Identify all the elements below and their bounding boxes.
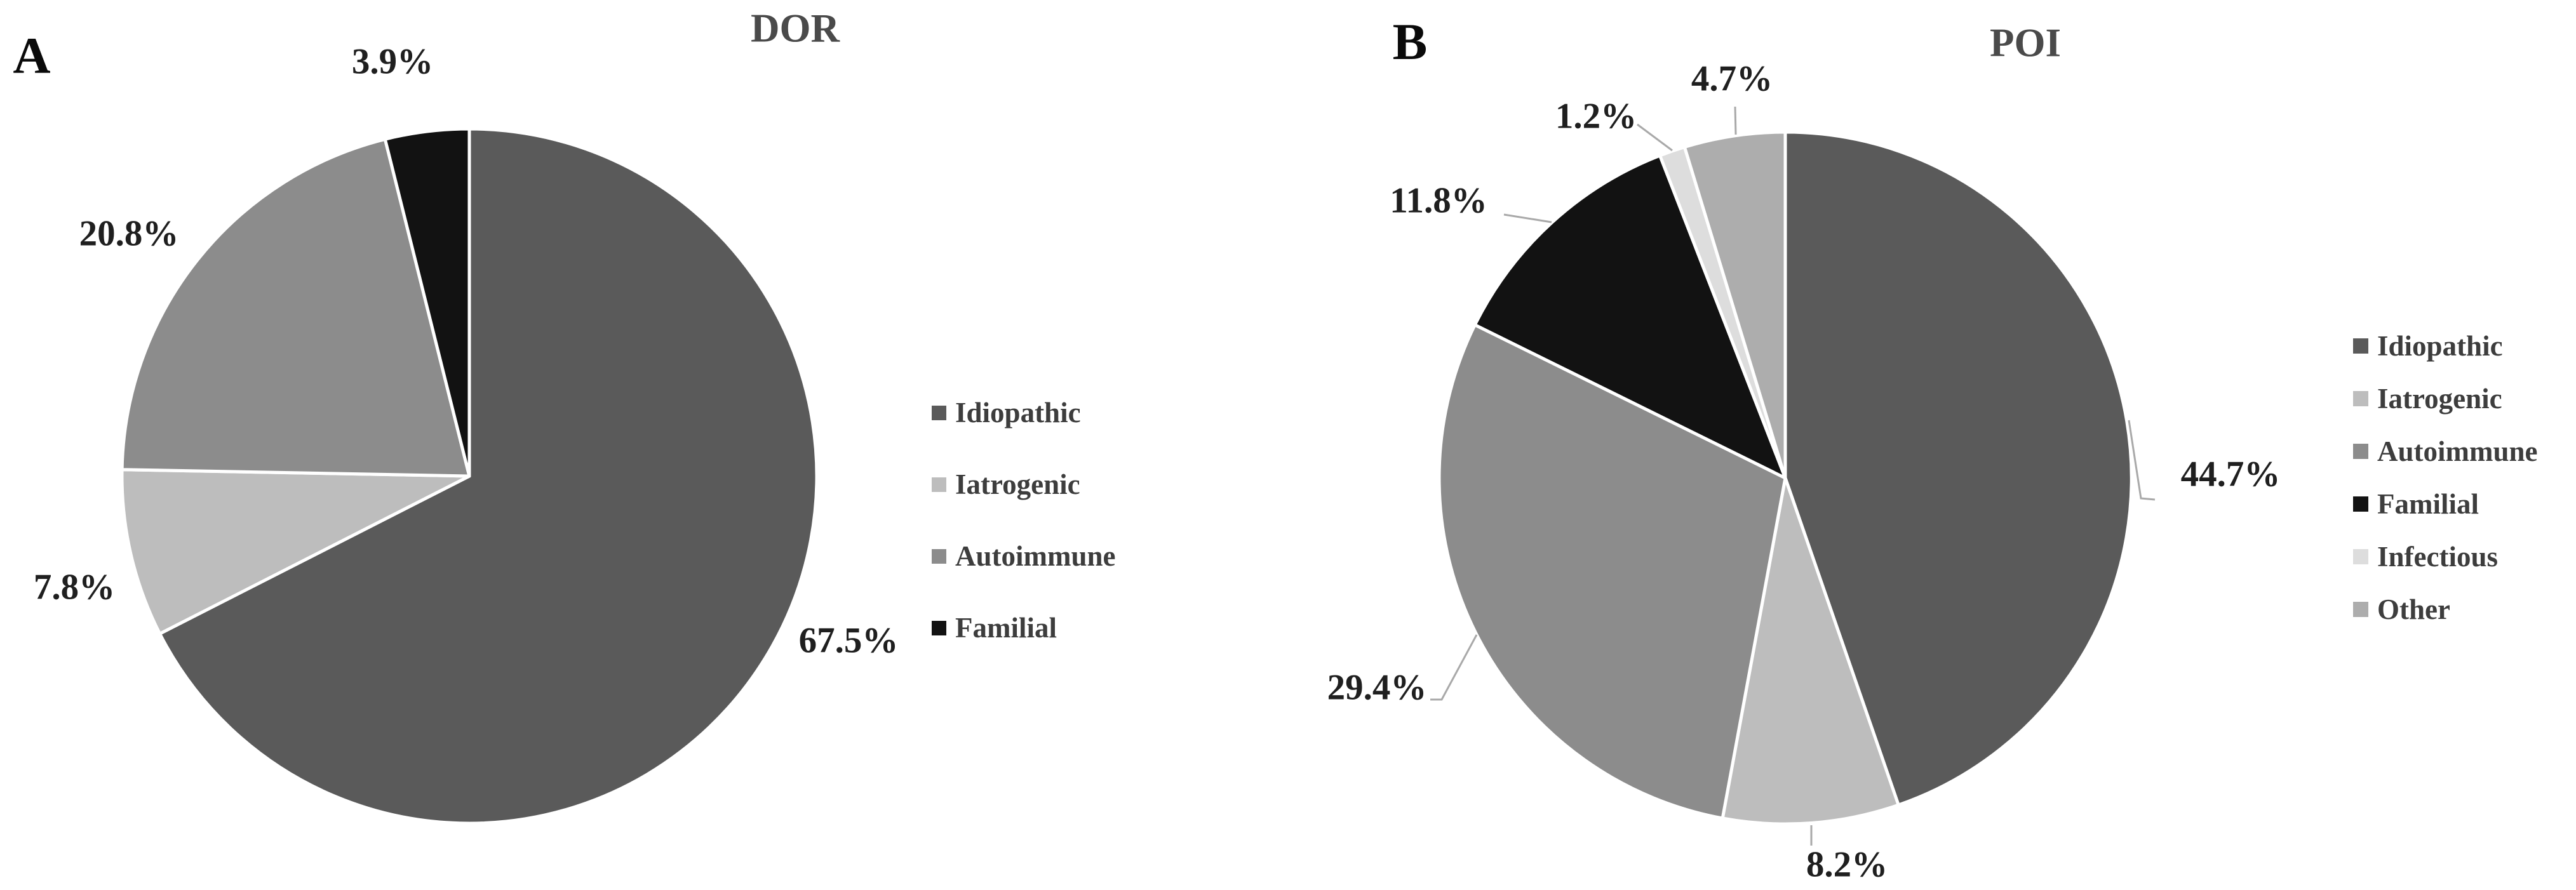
data-label-other: 4.7% bbox=[1691, 58, 1773, 99]
data-label-iatrogenic: 7.8% bbox=[33, 567, 116, 608]
leader-line-idiopathic bbox=[2128, 420, 2156, 501]
pie-chart-dor bbox=[120, 127, 819, 825]
legend-label-familial: Familial bbox=[2377, 488, 2479, 520]
legend-label-autoimmune: Autoimmune bbox=[955, 540, 1116, 572]
data-label-autoimmune: 20.8% bbox=[79, 213, 179, 254]
legend-item-familial: Familial bbox=[2353, 478, 2538, 531]
legend-item-familial: Familial bbox=[932, 592, 1116, 664]
data-label-iatrogenic: 8.2% bbox=[1806, 844, 1888, 885]
panel-label-b: B bbox=[1392, 13, 1428, 70]
legend-item-infectious: Infectious bbox=[2353, 531, 2538, 583]
legend-item-idiopathic: Idiopathic bbox=[932, 377, 1116, 449]
legend-item-autoimmune: Autoimmune bbox=[932, 521, 1116, 592]
pie-slice-idiopathic bbox=[1783, 130, 2133, 807]
pie-slice-iatrogenic bbox=[120, 468, 471, 635]
data-label-idiopathic: 67.5% bbox=[798, 620, 899, 661]
data-label-familial: 11.8% bbox=[1390, 180, 1487, 221]
legend-label-idiopathic: Idiopathic bbox=[2377, 329, 2503, 362]
data-label-familial: 3.9% bbox=[351, 41, 434, 82]
panel-label-a: A bbox=[13, 27, 51, 84]
pie-slice-iatrogenic bbox=[1721, 476, 1900, 826]
legend-swatch-iatrogenic bbox=[932, 477, 946, 492]
pie-slice-autoimmune bbox=[1437, 323, 1787, 820]
leader-line-autoimmune bbox=[1430, 634, 1478, 701]
legend-swatch-infectious bbox=[2353, 549, 2368, 564]
leader-line-infectious bbox=[1637, 123, 1673, 152]
legend-item-idiopathic: Idiopathic bbox=[2353, 320, 2538, 373]
legend-poi: Idiopathic Iatrogenic Autoimmune Familial In… bbox=[2353, 320, 2538, 636]
chart-title-dor: DOR bbox=[751, 6, 840, 51]
legend-label-iatrogenic: Iatrogenic bbox=[2377, 382, 2502, 415]
legend-item-autoimmune: Autoimmune bbox=[2353, 425, 2538, 478]
legend-item-other: Other bbox=[2353, 583, 2538, 636]
legend-label-idiopathic: Idiopathic bbox=[955, 396, 1081, 428]
legend-label-autoimmune: Autoimmune bbox=[2377, 435, 2538, 467]
chart-title-poi: POI bbox=[1989, 20, 2062, 65]
leader-line-other bbox=[1734, 106, 1737, 135]
pie-slice-idiopathic bbox=[158, 127, 819, 825]
legend-swatch-autoimmune bbox=[932, 548, 946, 564]
legend-dor: Idiopathic Iatrogenic Autoimmune Familial bbox=[932, 377, 1116, 664]
legend-item-iatrogenic: Iatrogenic bbox=[2353, 373, 2538, 425]
data-label-autoimmune: 29.4% bbox=[1327, 667, 1427, 708]
legend-label-infectious: Infectious bbox=[2377, 540, 2498, 573]
legend-label-iatrogenic: Iatrogenic bbox=[955, 468, 1080, 500]
pie-slice-familial bbox=[383, 127, 471, 478]
legend-swatch-idiopathic bbox=[932, 405, 946, 420]
legend-swatch-autoimmune bbox=[2353, 444, 2368, 459]
legend-label-familial: Familial bbox=[955, 611, 1057, 644]
pie-slice-autoimmune bbox=[120, 137, 471, 478]
data-label-infectious: 1.2% bbox=[1555, 96, 1637, 136]
leader-line-familial bbox=[1503, 213, 1552, 223]
pie-slice-familial bbox=[1473, 154, 1787, 480]
legend-swatch-familial bbox=[932, 620, 946, 635]
legend-item-iatrogenic: Iatrogenic bbox=[932, 449, 1116, 521]
pie-chart-poi bbox=[1430, 106, 2156, 846]
pie-slice-other bbox=[1682, 130, 1787, 480]
legend-swatch-iatrogenic bbox=[2353, 391, 2368, 406]
data-label-idiopathic: 44.7% bbox=[2180, 454, 2281, 495]
legend-swatch-idiopathic bbox=[2353, 338, 2368, 354]
legend-label-other: Other bbox=[2377, 593, 2450, 625]
legend-swatch-other bbox=[2353, 602, 2368, 617]
legend-swatch-familial bbox=[2353, 496, 2368, 512]
